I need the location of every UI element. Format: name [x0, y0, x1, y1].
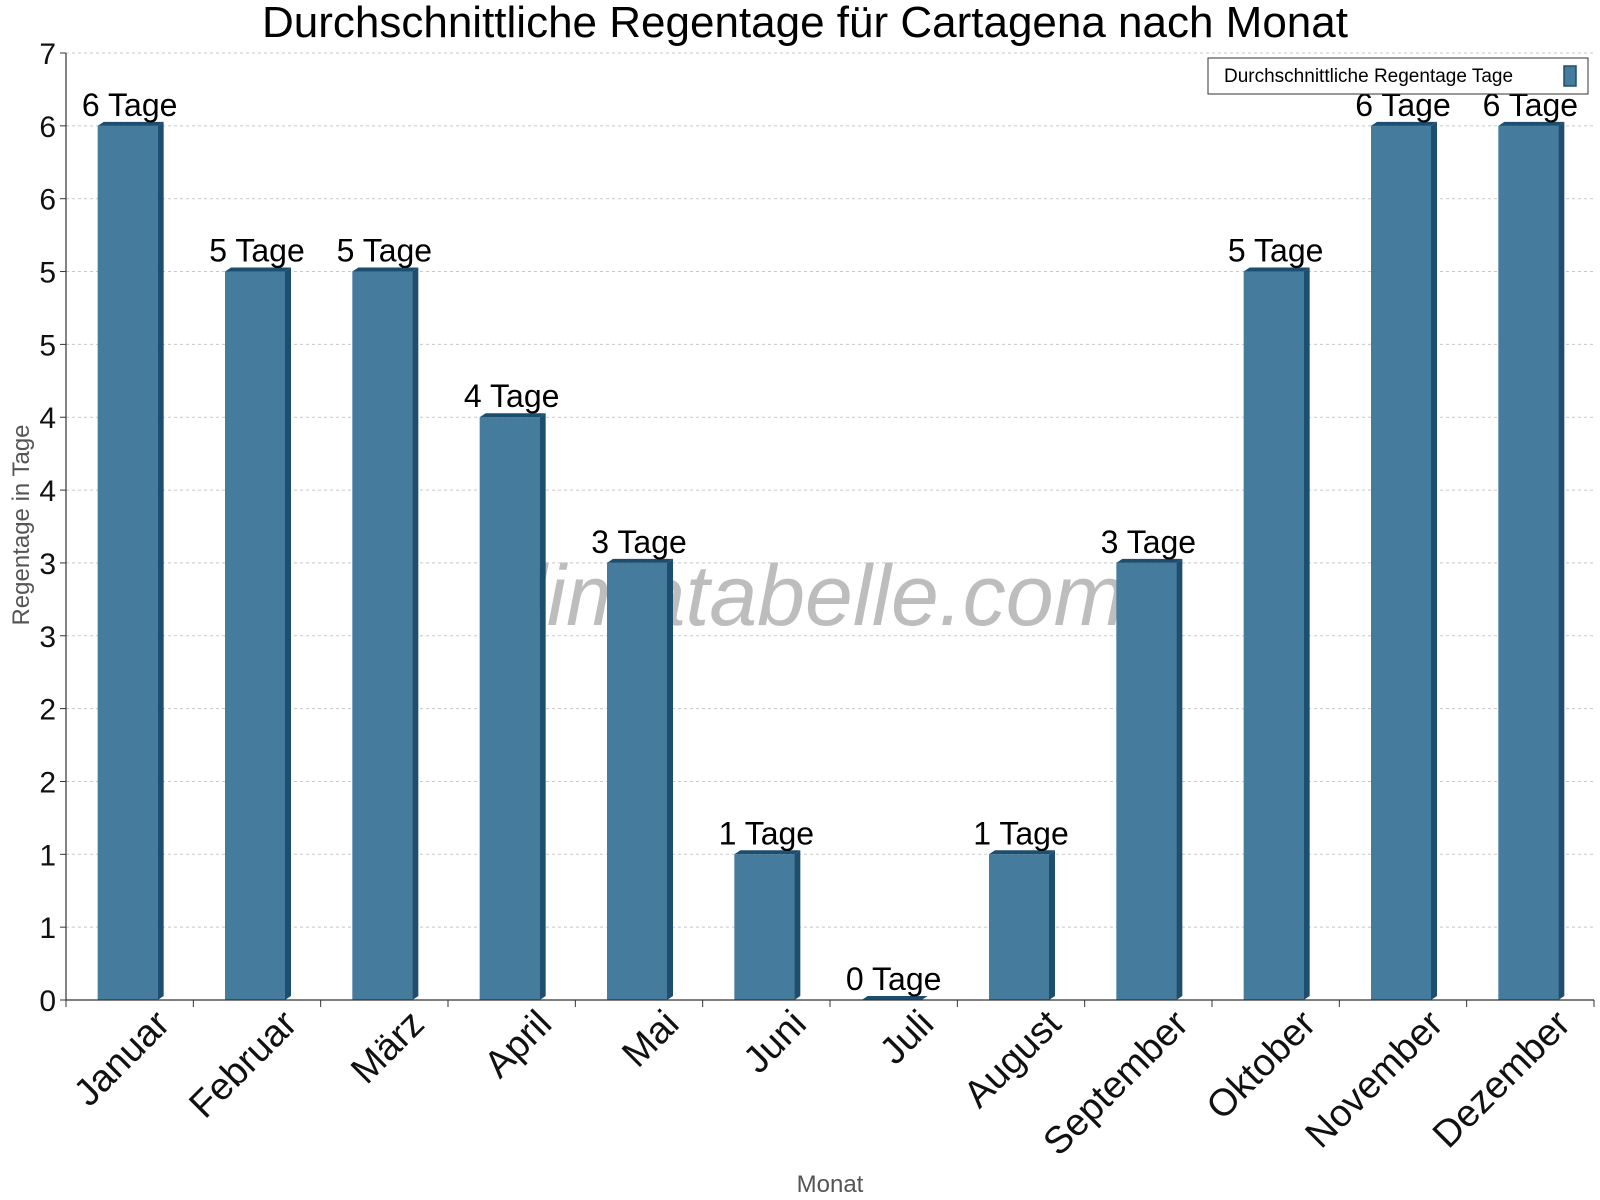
- data-label: 6 Tage: [82, 87, 178, 123]
- data-label: 3 Tage: [591, 524, 687, 560]
- y-tick-label: 0: [39, 985, 56, 1018]
- bars-group: [97, 121, 1565, 1001]
- x-tick-label: Februar: [182, 1002, 306, 1126]
- watermark: klimatabelle.com: [485, 548, 1125, 644]
- bar: [734, 854, 795, 1000]
- y-tick-label: 2: [39, 694, 56, 727]
- y-tick-label: 2: [39, 766, 56, 799]
- y-tick-label: 6: [39, 184, 56, 217]
- y-tick-label: 3: [39, 621, 56, 654]
- bar: [479, 417, 540, 1000]
- data-label: 5 Tage: [337, 233, 433, 269]
- data-label: 0 Tage: [846, 961, 942, 997]
- data-label: 5 Tage: [1228, 233, 1324, 269]
- bar: [97, 125, 158, 1001]
- chart-title: Durchschnittliche Regentage für Cartagen…: [262, 0, 1348, 47]
- bar-side: [1176, 558, 1183, 1000]
- bar-top: [225, 267, 291, 272]
- bar-top: [479, 413, 546, 418]
- x-tick-label: Juni: [736, 1003, 815, 1082]
- bar: [1371, 125, 1431, 1001]
- bar-side: [539, 413, 546, 1000]
- bar-side: [412, 267, 419, 1000]
- y-tick-label: 5: [39, 329, 56, 362]
- bar-side: [667, 558, 673, 1000]
- bar: [1243, 271, 1304, 1000]
- data-label: 3 Tage: [1101, 524, 1197, 560]
- bar-side: [1558, 121, 1565, 1001]
- bar-side: [1431, 121, 1437, 1001]
- y-tick-label: 3: [39, 548, 56, 581]
- y-axis-title: Regentage in Tage: [8, 424, 35, 625]
- bar-side: [1303, 267, 1310, 1000]
- y-tick-label: 5: [39, 257, 56, 290]
- y-tick-label: 1: [39, 912, 56, 945]
- x-tick-label: November: [1298, 1002, 1452, 1156]
- data-labels: 6 Tage 5 Tage 5 Tage 4 Tage 3 Tage 1 Tage 0 Ta…: [82, 87, 1578, 997]
- bar: [352, 271, 413, 1000]
- x-tick-label: April: [477, 1003, 560, 1086]
- bar: [1498, 125, 1559, 1001]
- data-label: 1 Tage: [973, 815, 1069, 851]
- y-tick-label: 6: [39, 111, 56, 144]
- x-tick-label: Mai: [614, 1003, 687, 1076]
- x-tick-label: März: [343, 1003, 432, 1092]
- bar-top: [352, 267, 419, 272]
- data-label: 4 Tage: [464, 378, 560, 414]
- bar-top: [607, 558, 673, 563]
- bar: [225, 271, 285, 1000]
- bar: [1116, 562, 1177, 1000]
- x-tick-label: Oktober: [1199, 1002, 1325, 1128]
- legend: Durchschnittliche Regentage Tage: [1207, 57, 1589, 95]
- bar-side: [285, 267, 291, 1000]
- x-tick-label: Januar: [66, 1002, 178, 1114]
- bar-side: [157, 121, 164, 1001]
- bar-top: [861, 996, 928, 1000]
- bar-top: [97, 121, 164, 126]
- x-tick-label: Juli: [872, 1003, 942, 1073]
- x-tick-label: Dezember: [1425, 1002, 1579, 1156]
- bar: [607, 562, 667, 1000]
- bar-top: [1498, 121, 1565, 126]
- x-axis-title: Monat: [797, 1171, 864, 1198]
- y-tick-label: 7: [39, 38, 56, 71]
- data-label: 5 Tage: [209, 233, 305, 269]
- bar-top: [1243, 267, 1310, 272]
- legend-box: [1207, 57, 1589, 95]
- bar: [989, 854, 1049, 1000]
- bar-top: [734, 850, 801, 855]
- legend-swatch: [1563, 65, 1577, 87]
- gridlines: [66, 52, 1594, 928]
- bar-top: [1371, 121, 1437, 126]
- y-tick-label: 4: [39, 475, 56, 508]
- bar-side: [1049, 850, 1055, 1000]
- bar-top: [989, 850, 1055, 855]
- y-tick-label: 1: [39, 839, 56, 872]
- legend-label: Durchschnittliche Regentage Tage: [1224, 66, 1513, 87]
- bar-top: [1116, 558, 1183, 563]
- data-label: 1 Tage: [719, 815, 815, 851]
- bar-side: [794, 850, 801, 1000]
- x-tick-label: August: [956, 1002, 1070, 1116]
- y-tick-label: 4: [39, 402, 56, 435]
